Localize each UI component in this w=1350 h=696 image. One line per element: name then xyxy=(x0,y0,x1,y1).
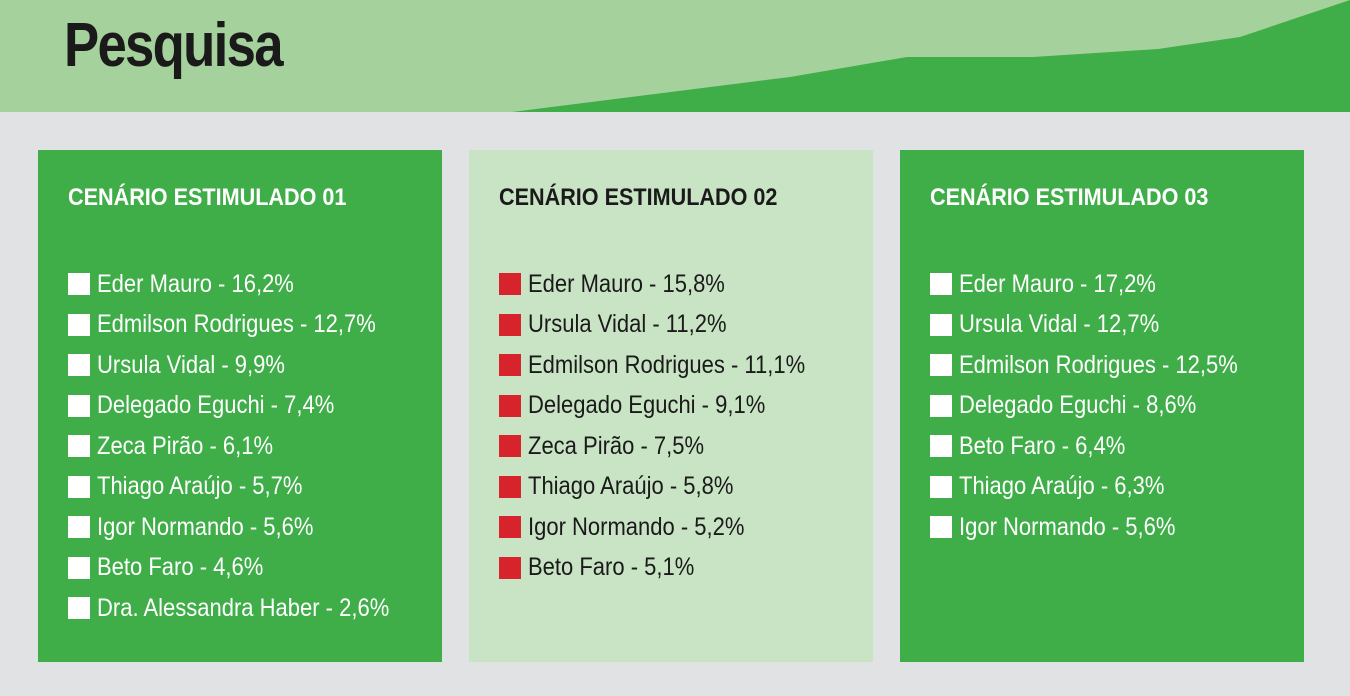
candidate-label: Eder Mauro - 15,8% xyxy=(528,269,725,298)
scenario-panel-01: CENÁRIO ESTIMULADO 01 Eder Mauro - 16,2%… xyxy=(38,150,442,662)
candidate-label: Thiago Araújo - 5,7% xyxy=(97,472,303,501)
header-banner: Pesquisa xyxy=(0,0,1350,112)
square-bullet-icon xyxy=(68,313,90,336)
candidate-label: Edmilson Rodrigues - 11,1% xyxy=(528,350,806,379)
candidate-list: Eder Mauro - 15,8% Ursula Vidal - 11,2% Ed… xyxy=(499,264,843,588)
candidate-label: Delegado Eguchi - 8,6% xyxy=(959,391,1197,420)
square-bullet-icon xyxy=(499,435,521,458)
candidate-label: Edmilson Rodrigues - 12,7% xyxy=(97,310,376,339)
list-item: Beto Faro - 6,4% xyxy=(930,426,1276,467)
square-bullet-icon xyxy=(499,354,521,377)
square-bullet-icon xyxy=(68,273,90,296)
candidate-label: Delegado Eguchi - 7,4% xyxy=(97,391,335,420)
list-item: Edmilson Rodrigues - 11,1% xyxy=(499,345,843,386)
square-bullet-icon xyxy=(930,475,952,498)
list-item: Ursula Vidal - 11,2% xyxy=(499,305,843,346)
candidate-label: Ursula Vidal - 9,9% xyxy=(97,350,285,379)
candidate-label: Eder Mauro - 16,2% xyxy=(97,269,294,298)
square-bullet-icon xyxy=(68,354,90,377)
square-bullet-icon xyxy=(68,435,90,458)
candidate-label: Eder Mauro - 17,2% xyxy=(959,269,1156,298)
square-bullet-icon xyxy=(68,597,90,620)
list-item: Eder Mauro - 15,8% xyxy=(499,264,843,305)
list-item: Igor Normando - 5,6% xyxy=(68,507,429,548)
page-title: Pesquisa xyxy=(64,11,284,80)
square-bullet-icon xyxy=(499,475,521,498)
candidate-label: Dra. Alessandra Haber - 2,6% xyxy=(97,593,390,622)
candidate-label: Beto Faro - 5,1% xyxy=(528,553,695,582)
square-bullet-icon xyxy=(499,313,521,336)
list-item: Zeca Pirão - 7,5% xyxy=(499,426,843,467)
candidate-label: Thiago Araújo - 6,3% xyxy=(959,472,1165,501)
square-bullet-icon xyxy=(499,273,521,296)
square-bullet-icon xyxy=(68,556,90,579)
panel-title: CENÁRIO ESTIMULADO 03 xyxy=(930,184,1209,211)
list-item: Ursula Vidal - 12,7% xyxy=(930,305,1276,346)
panel-title: CENÁRIO ESTIMULADO 01 xyxy=(68,184,347,211)
candidate-list: Eder Mauro - 17,2% Ursula Vidal - 12,7% Ed… xyxy=(930,264,1276,548)
scenario-panel-03: CENÁRIO ESTIMULADO 03 Eder Mauro - 17,2%… xyxy=(900,150,1304,662)
square-bullet-icon xyxy=(68,475,90,498)
candidate-label: Zeca Pirão - 7,5% xyxy=(528,431,705,460)
candidate-label: Igor Normando - 5,6% xyxy=(959,512,1176,541)
square-bullet-icon xyxy=(68,516,90,539)
square-bullet-icon xyxy=(930,313,952,336)
list-item: Delegado Eguchi - 7,4% xyxy=(68,386,429,427)
panel-title: CENÁRIO ESTIMULADO 02 xyxy=(499,184,778,211)
square-bullet-icon xyxy=(499,516,521,539)
list-item: Igor Normando - 5,6% xyxy=(930,507,1276,548)
candidate-label: Beto Faro - 6,4% xyxy=(959,431,1126,460)
list-item: Igor Normando - 5,2% xyxy=(499,507,843,548)
list-item: Edmilson Rodrigues - 12,5% xyxy=(930,345,1276,386)
candidate-label: Ursula Vidal - 12,7% xyxy=(959,310,1160,339)
candidate-label: Thiago Araújo - 5,8% xyxy=(528,472,734,501)
list-item: Thiago Araújo - 6,3% xyxy=(930,467,1276,508)
candidate-label: Igor Normando - 5,6% xyxy=(97,512,314,541)
candidate-label: Delegado Eguchi - 9,1% xyxy=(528,391,766,420)
square-bullet-icon xyxy=(930,435,952,458)
list-item: Eder Mauro - 16,2% xyxy=(68,264,429,305)
list-item: Beto Faro - 5,1% xyxy=(499,548,843,589)
candidate-label: Igor Normando - 5,2% xyxy=(528,512,745,541)
list-item: Delegado Eguchi - 8,6% xyxy=(930,386,1276,427)
square-bullet-icon xyxy=(930,516,952,539)
candidate-label: Edmilson Rodrigues - 12,5% xyxy=(959,350,1238,379)
candidate-list: Eder Mauro - 16,2% Edmilson Rodrigues - 1… xyxy=(68,264,429,629)
list-item: Thiago Araújo - 5,7% xyxy=(68,467,429,508)
candidate-label: Ursula Vidal - 11,2% xyxy=(528,310,727,339)
rising-graph-decoration xyxy=(512,0,1350,112)
square-bullet-icon xyxy=(499,556,521,579)
list-item: Ursula Vidal - 9,9% xyxy=(68,345,429,386)
candidate-label: Zeca Pirão - 6,1% xyxy=(97,431,274,460)
list-item: Delegado Eguchi - 9,1% xyxy=(499,386,843,427)
list-item: Eder Mauro - 17,2% xyxy=(930,264,1276,305)
list-item: Edmilson Rodrigues - 12,7% xyxy=(68,305,429,346)
square-bullet-icon xyxy=(930,354,952,377)
square-bullet-icon xyxy=(499,394,521,417)
candidate-label: Beto Faro - 4,6% xyxy=(97,553,264,582)
square-bullet-icon xyxy=(930,394,952,417)
square-bullet-icon xyxy=(68,394,90,417)
square-bullet-icon xyxy=(930,273,952,296)
list-item: Beto Faro - 4,6% xyxy=(68,548,429,589)
list-item: Thiago Araújo - 5,8% xyxy=(499,467,843,508)
list-item: Zeca Pirão - 6,1% xyxy=(68,426,429,467)
scenario-panel-02: CENÁRIO ESTIMULADO 02 Eder Mauro - 15,8%… xyxy=(469,150,873,662)
list-item: Dra. Alessandra Haber - 2,6% xyxy=(68,588,429,629)
